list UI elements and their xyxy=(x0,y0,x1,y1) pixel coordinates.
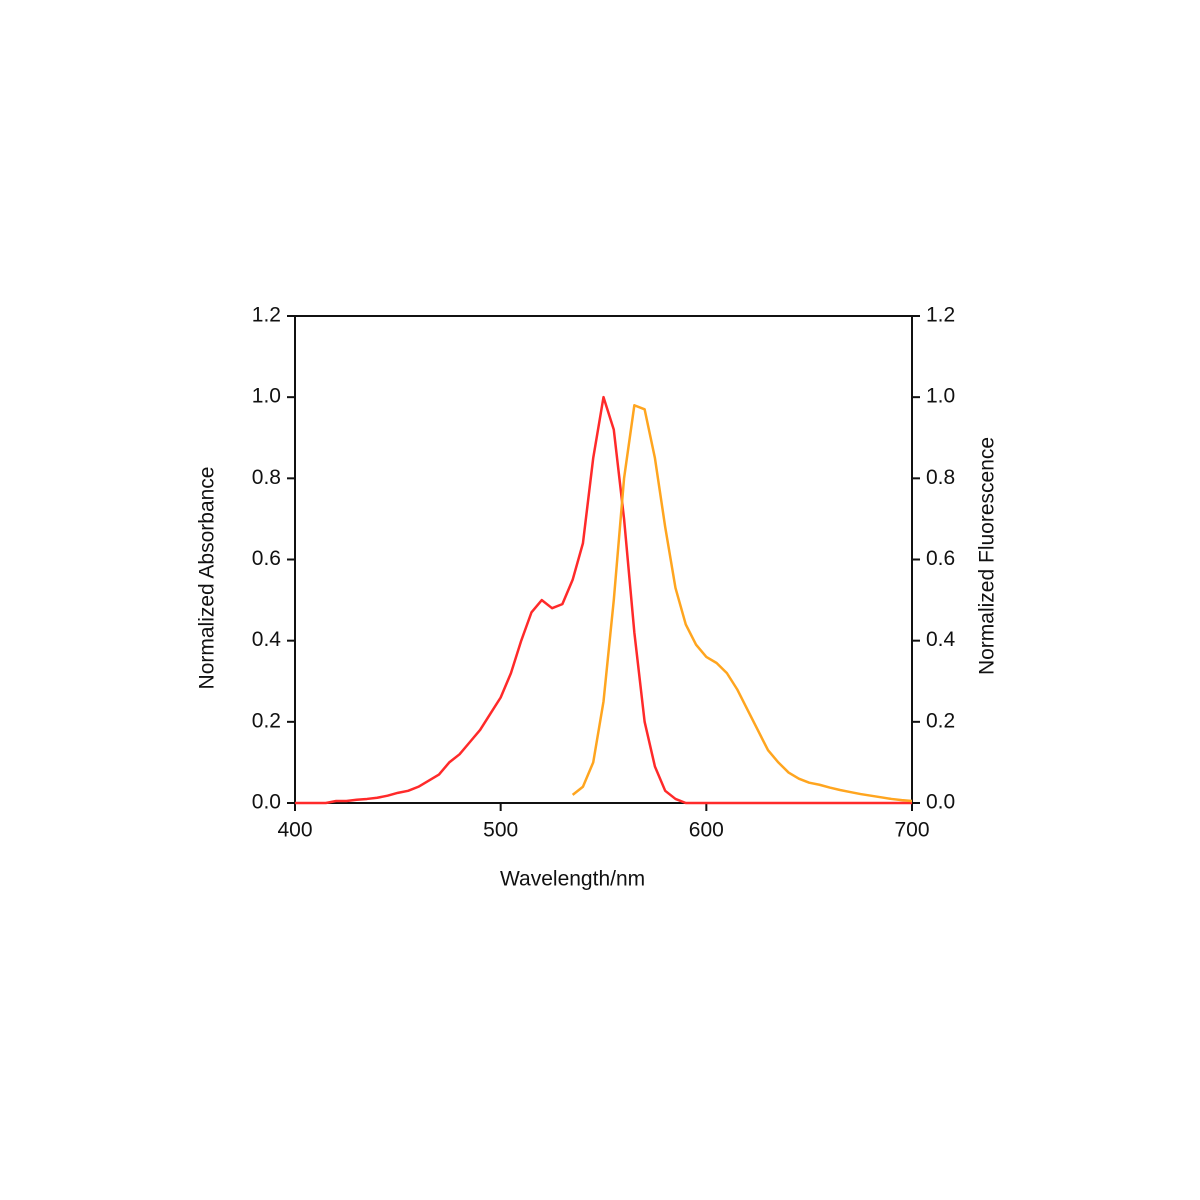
y2-tick-label: 1.2 xyxy=(926,304,955,327)
y2-tick-label: 1.0 xyxy=(926,385,955,408)
x-tick-label: 400 xyxy=(277,819,312,842)
y-tick-label: 0.4 xyxy=(252,628,282,651)
x-tick-label: 500 xyxy=(483,819,518,842)
y-axis-label: Normalized Absorbance xyxy=(196,467,219,690)
x-axis-label: Wavelength/nm xyxy=(500,868,645,891)
y2-tick-label: 0.4 xyxy=(926,628,956,651)
y2-tick-label: 0.0 xyxy=(926,791,955,814)
y-tick-label: 0.0 xyxy=(252,791,281,814)
y2-tick-label: 0.2 xyxy=(926,709,955,732)
plot-frame xyxy=(294,315,913,804)
y-tick-label: 0.8 xyxy=(252,466,281,489)
x-tick-label: 600 xyxy=(689,819,724,842)
y2-tick-label: 0.6 xyxy=(926,547,955,570)
y2-axis-label: Normalized Fluorescence xyxy=(976,437,999,675)
x-tick-label: 700 xyxy=(894,819,929,842)
y2-tick-label: 0.8 xyxy=(926,466,955,489)
y-tick-label: 1.2 xyxy=(252,304,281,327)
y-tick-label: 1.0 xyxy=(252,385,281,408)
data-line xyxy=(295,395,912,805)
data-line xyxy=(571,404,913,803)
y-tick-label: 0.6 xyxy=(252,547,281,570)
y-tick-label: 0.2 xyxy=(252,709,281,732)
